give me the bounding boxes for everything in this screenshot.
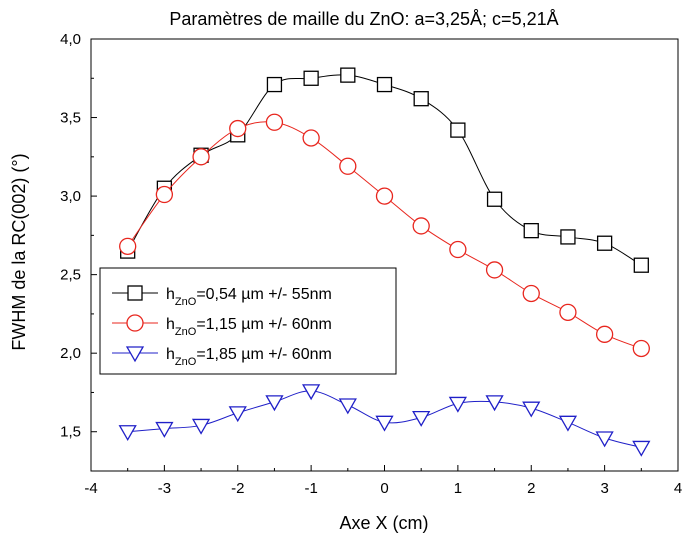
data-point bbox=[303, 70, 319, 86]
series-1 bbox=[120, 67, 649, 273]
plot-frame bbox=[90, 38, 679, 472]
data-point bbox=[302, 384, 321, 401]
data-point bbox=[155, 185, 174, 204]
data-point bbox=[522, 284, 540, 303]
data-point bbox=[596, 235, 613, 251]
data-point bbox=[302, 129, 320, 147]
series-2 bbox=[119, 113, 650, 358]
data-point bbox=[265, 113, 284, 131]
data-point bbox=[559, 303, 577, 321]
data-point bbox=[339, 157, 357, 175]
legend: hZnO=0,54 µm +/- 55nm hZnO=1,15 µm +/- 60… bbox=[99, 267, 397, 375]
data-point bbox=[375, 187, 394, 205]
legend-entry: hZnO=1,85 µm +/- 60nm bbox=[112, 346, 332, 368]
x-tick-label: 1 bbox=[454, 480, 462, 497]
data-point bbox=[266, 76, 283, 93]
legend-marker bbox=[126, 314, 144, 332]
legend-label: hZnO=1,85 µm +/- 60nm bbox=[166, 346, 332, 368]
data-point bbox=[558, 415, 578, 432]
data-point bbox=[486, 191, 503, 207]
y-tick-label: 4,0 bbox=[60, 31, 81, 48]
data-point bbox=[412, 410, 431, 427]
legend-label: hZnO=0,54 µm +/- 55nm bbox=[166, 286, 332, 308]
data-point bbox=[229, 119, 247, 138]
data-point bbox=[265, 395, 284, 412]
data-point bbox=[560, 229, 576, 245]
data-point bbox=[413, 91, 429, 107]
data-point bbox=[522, 401, 541, 418]
data-point bbox=[376, 76, 393, 93]
y-tick-label: 1,5 bbox=[60, 424, 81, 441]
data-point bbox=[191, 418, 211, 435]
legend-box bbox=[99, 267, 397, 375]
data-point bbox=[449, 240, 467, 259]
y-tick-label: 2,0 bbox=[60, 345, 81, 362]
legend-marker bbox=[127, 285, 143, 301]
legend-label: hZnO=1,15 µm +/- 60nm bbox=[166, 316, 332, 338]
data-point bbox=[448, 396, 467, 413]
x-tick-label: 0 bbox=[380, 480, 388, 497]
x-tick-label: 3 bbox=[600, 480, 608, 497]
chart-title: Paramètres de maille du ZnO: a=3,25Å; c=… bbox=[169, 9, 558, 29]
data-point bbox=[375, 415, 394, 432]
data-point bbox=[485, 261, 504, 279]
data-point bbox=[119, 237, 137, 256]
data-point bbox=[632, 440, 651, 457]
data-point bbox=[155, 421, 174, 438]
x-axis-label: Axe X (cm) bbox=[339, 513, 428, 533]
series-layer bbox=[118, 67, 651, 457]
y-tick-label: 2,5 bbox=[60, 267, 81, 284]
data-point bbox=[192, 148, 210, 166]
axis-ticks: -4 -3 -2 -1 0 1 2 3 4 1,5 2,0 2,5 3,0 3,5 4,0 bbox=[60, 31, 682, 497]
y-axis-label: FWHM de la RC(002) (°) bbox=[9, 153, 29, 350]
data-point bbox=[412, 217, 430, 235]
data-point bbox=[340, 67, 356, 83]
x-tick-label: 2 bbox=[527, 480, 535, 497]
x-tick-label: -2 bbox=[231, 480, 244, 497]
series-3 bbox=[118, 384, 651, 457]
data-point bbox=[228, 406, 247, 423]
x-tick-label: -1 bbox=[304, 480, 317, 497]
data-point bbox=[485, 395, 504, 412]
legend-marker bbox=[125, 346, 145, 363]
data-point bbox=[595, 325, 614, 343]
data-point bbox=[632, 339, 650, 358]
data-point bbox=[595, 431, 614, 448]
data-point bbox=[633, 257, 649, 273]
data-point bbox=[338, 398, 357, 415]
x-tick-label: -3 bbox=[158, 480, 171, 497]
data-point bbox=[118, 425, 137, 442]
y-tick-label: 3,0 bbox=[60, 188, 81, 205]
y-tick-label: 3,5 bbox=[60, 110, 81, 127]
legend-entry: hZnO=0,54 µm +/- 55nm bbox=[112, 285, 332, 308]
data-point bbox=[523, 223, 539, 239]
x-tick-label: -4 bbox=[84, 480, 97, 497]
legend-entry: hZnO=1,15 µm +/- 60nm bbox=[112, 314, 332, 338]
data-point bbox=[450, 122, 466, 138]
x-tick-label: 4 bbox=[674, 480, 682, 497]
